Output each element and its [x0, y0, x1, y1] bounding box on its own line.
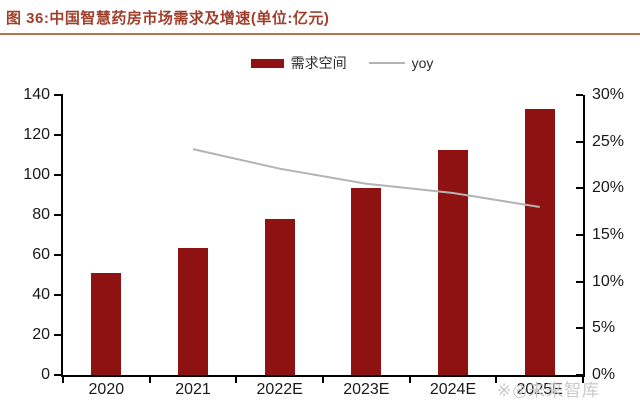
x-axis-tick-label: 2020	[88, 381, 125, 398]
x-axis-tick-label: 2025E	[516, 381, 563, 398]
y-tick-right	[576, 140, 583, 143]
y-axis-left-tick-label: 20	[32, 326, 50, 343]
y-axis-left-tick-label: 100	[23, 166, 50, 183]
y-tick-left	[54, 174, 63, 176]
y-tick-left	[54, 294, 63, 296]
y-tick-right	[576, 234, 583, 236]
demand-bar	[91, 273, 122, 375]
demand-bar	[351, 188, 382, 375]
y-axis-right-tick-label: 0%	[592, 366, 616, 383]
demand-bar	[524, 109, 555, 375]
watermark: ※◎未来智库	[497, 381, 601, 400]
demand-bar	[438, 150, 468, 375]
figure-title: 图 36:中国智慧药房市场需求及增速(单位:亿元)	[6, 10, 330, 27]
y-tick-right	[576, 187, 583, 190]
legend-label-yoy: yoy	[411, 55, 434, 71]
x-axis-tick-label: 2021	[175, 381, 211, 398]
y-tick-right	[576, 280, 583, 283]
y-axis-right-tick-label: 20%	[592, 179, 625, 197]
x-axis-tick-label: 2022E	[256, 381, 303, 398]
line-series-swatch-icon	[368, 62, 405, 64]
figure-header: 图 36:中国智慧药房市场需求及增速(单位:亿元)	[0, 0, 640, 35]
x-axis-tick	[322, 377, 324, 383]
legend-label-demand: 需求空间	[290, 55, 347, 71]
y-axis-right-tick-label: 25%	[592, 132, 625, 150]
x-axis-tick-label: 2024E	[429, 381, 477, 398]
y-axis-right-tick-label: 30%	[592, 86, 625, 103]
y-tick-right	[576, 374, 583, 376]
x-axis-tick	[582, 377, 584, 383]
y-axis-left	[61, 95, 63, 377]
x-axis-tick	[235, 377, 238, 383]
demand-bar	[178, 248, 208, 375]
x-axis-tick	[408, 377, 411, 383]
y-tick-right	[576, 94, 583, 96]
y-axis-right	[583, 95, 585, 377]
y-axis-left-tick-label: 60	[32, 246, 50, 263]
legend-item-yoy: yoy	[368, 55, 434, 71]
x-axis-tick-label: 2023E	[343, 381, 390, 398]
demand-bar	[264, 219, 295, 375]
y-tick-left	[54, 94, 63, 96]
y-axis-right-tick-label: 15%	[592, 226, 625, 243]
chart-legend: 需求空间 yoy	[22, 53, 640, 73]
bar-series-swatch-icon	[250, 58, 284, 68]
y-tick-left	[54, 134, 63, 136]
y-axis-left-tick-label: 140	[23, 86, 50, 103]
y-axis-left-tick-label: 80	[32, 206, 50, 223]
y-axis-left-tick-label: 120	[23, 126, 50, 143]
x-axis-tick	[62, 377, 64, 383]
y-axis-right-tick-label: 10%	[592, 272, 625, 290]
y-axis-left-tick-label: 0	[41, 366, 50, 383]
y-tick-left	[54, 334, 63, 336]
x-axis	[61, 375, 585, 377]
y-tick-left	[54, 374, 63, 376]
y-tick-left	[54, 214, 63, 216]
y-axis-right-tick-label: 5%	[592, 319, 616, 337]
y-axis-left-tick-label: 40	[32, 286, 50, 303]
x-axis-tick	[495, 377, 498, 383]
legend-item-demand: 需求空间	[250, 53, 347, 73]
y-tick-left	[54, 254, 63, 256]
x-axis-tick	[148, 377, 151, 383]
y-tick-right	[576, 327, 583, 330]
